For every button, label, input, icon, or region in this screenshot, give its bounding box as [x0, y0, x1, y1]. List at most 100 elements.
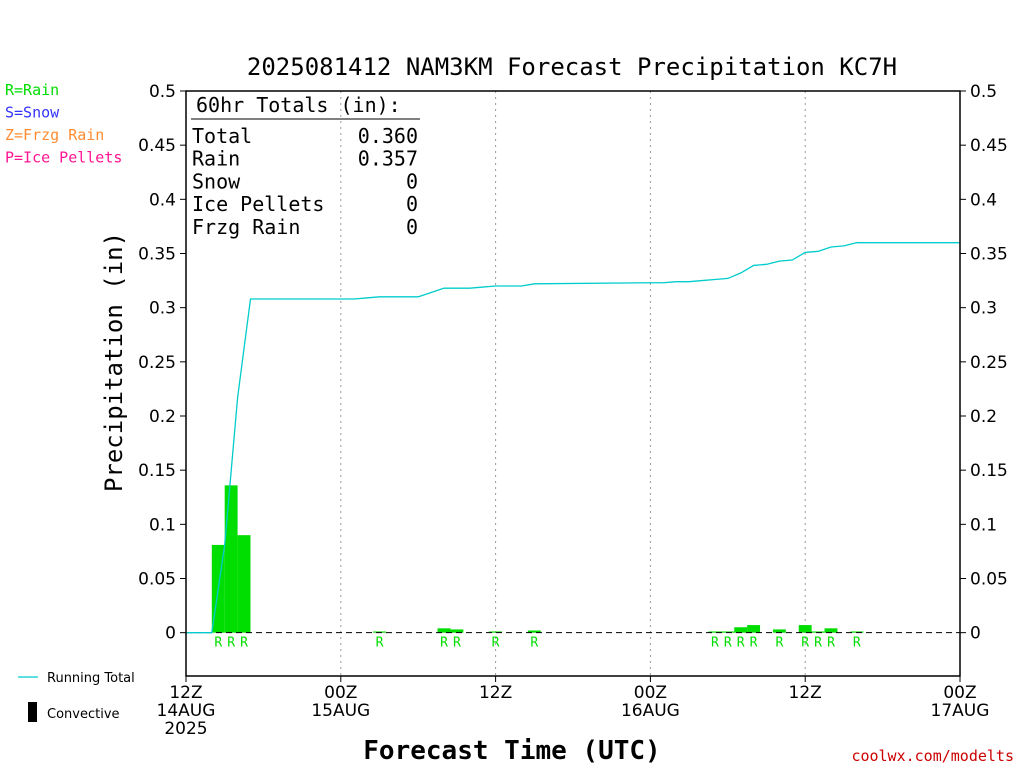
watermark: coolwx.com/modelts [851, 747, 1014, 765]
totals-row-label: Total [192, 124, 252, 148]
precip-bar [747, 625, 761, 633]
precip-type-label: R [214, 636, 222, 651]
totals-row-value: 0.360 [358, 124, 418, 148]
y-tick-label: 0.25 [970, 353, 1008, 373]
x-tick-label: 2025 [164, 719, 207, 739]
y-axis-label: Precipitation (in) [100, 232, 128, 492]
precip-type-legend-item: S=Snow [5, 104, 60, 122]
plot-frame [185, 90, 961, 677]
precip-type-label: R [724, 636, 732, 651]
totals-row-label: Snow [192, 169, 241, 193]
totals-row-label: Rain [192, 147, 240, 171]
y-tick-label: 0.15 [138, 461, 176, 481]
precip-bar [224, 485, 238, 633]
precip-bar [824, 628, 838, 633]
x-tick-label: 14AUG [157, 701, 216, 721]
precip-type-label: R [492, 636, 500, 651]
y-tick-label: 0.45 [970, 136, 1008, 156]
y-tick-label: 0.35 [970, 245, 1008, 265]
line-legend: Running Total Convective [18, 671, 135, 722]
y-tick-label: 0.1 [149, 515, 176, 535]
y-tick-label: 0.35 [138, 245, 176, 265]
y-tick-label: 0.2 [970, 407, 997, 427]
x-tick-label: 00Z [324, 683, 357, 703]
y-tick-label: 0.5 [970, 82, 997, 102]
y-tick-label: 0.4 [970, 190, 997, 210]
convective-legend-swatch [28, 702, 37, 722]
precip-bar [450, 629, 464, 633]
x-axis-label: Forecast Time (UTC) [363, 736, 660, 766]
precip-type-label: R [814, 636, 822, 651]
y-tick-label: 0.05 [970, 570, 1008, 590]
totals-rows: Total 0.360 Rain 0.357 Snow 0 Ice Pellets 0 Frzg… [192, 124, 418, 239]
precip-type-legend-item: P=Ice Pellets [5, 149, 122, 167]
totals-box: 60hr Totals (in): Total 0.360 Rain 0.357 Sno… [191, 93, 420, 239]
precip-bar [772, 629, 786, 633]
precip-type-label: R [453, 636, 461, 651]
precip-type-label: R [737, 636, 745, 651]
y-tick-label: 0.3 [149, 299, 176, 319]
precip-bar [811, 631, 825, 633]
x-tick-label: 17AUG [931, 701, 990, 721]
totals-header: 60hr Totals (in): [196, 93, 401, 117]
precip-type-label: R [376, 636, 384, 651]
y-tick-label: 0.25 [138, 353, 176, 373]
precip-bar [237, 535, 251, 633]
y-tick-label: 0.2 [149, 407, 176, 427]
running-total-line [186, 242, 960, 634]
y-tick-label: 0.1 [970, 515, 997, 535]
totals-row-label: Ice Pellets [192, 192, 324, 216]
precip-type-label: R [440, 636, 448, 651]
precip-type-label: R [750, 636, 758, 651]
totals-row-label: Frzg Rain [192, 215, 300, 239]
precip-bar [437, 628, 451, 633]
totals-row-value: 0 [406, 215, 418, 239]
precip-type-legend-item: Z=Frzg Rain [5, 126, 104, 144]
x-tick-label: 00Z [943, 683, 976, 703]
totals-row-value: 0 [406, 192, 418, 216]
precip-type-label: R [227, 636, 235, 651]
running-total-legend-label: Running Total [47, 671, 135, 686]
x-tick-label: 12Z [789, 683, 822, 703]
totals-row-value: 0.357 [358, 147, 418, 171]
precip-type-legend: R=Rain S=Snow Z=Frzg Rain P=Ice Pellets [5, 81, 122, 167]
precip-type-label: R [240, 636, 248, 651]
x-tick-label: 16AUG [621, 701, 680, 721]
precip-bar [373, 631, 386, 633]
y-tick-label: 0.15 [970, 461, 1008, 481]
y-tick-label: 0.4 [149, 190, 176, 210]
precip-bar [850, 631, 864, 633]
precip-bar [798, 625, 812, 633]
y-tick-label: 0 [970, 624, 981, 644]
precip-bar [708, 631, 722, 633]
grid-lines [340, 91, 806, 676]
precip-type-label: R [711, 636, 719, 651]
y-tick-label: 0.5 [149, 82, 176, 102]
precip-type-label: R [775, 636, 783, 651]
precip-type-legend-item: R=Rain [5, 81, 59, 99]
x-tick-label: 00Z [634, 683, 667, 703]
precip-bar [721, 631, 735, 633]
y-axis-left: 0.5 0.45 0.4 0.35 0.3 0.25 0.2 0.15 0.1 0.05 0 [138, 82, 186, 644]
y-tick-label: 0.45 [138, 136, 176, 156]
x-tick-label: 12Z [169, 683, 202, 703]
precip-type-label: R [801, 636, 809, 651]
convective-legend-label: Convective [47, 707, 120, 722]
chart-title: 2025081412 NAM3KM Forecast Precipitation… [247, 53, 897, 81]
y-tick-label: 0.05 [138, 570, 176, 590]
y-axis-right: 0.5 0.45 0.4 0.35 0.3 0.25 0.2 0.15 0.1 0.05 0 [960, 82, 1008, 644]
y-tick-label: 0 [165, 624, 176, 644]
y-tick-label: 0.3 [970, 299, 997, 319]
x-tick-label: 12Z [479, 683, 512, 703]
precip-type-label: R [827, 636, 835, 651]
precip-type-label: R [853, 636, 861, 651]
precip-bar [489, 631, 503, 633]
precip-bar [527, 630, 541, 633]
totals-row-value: 0 [406, 169, 418, 193]
precip-bar [734, 627, 748, 633]
precip-type-label: R [530, 636, 538, 651]
precip-bars [211, 485, 864, 633]
